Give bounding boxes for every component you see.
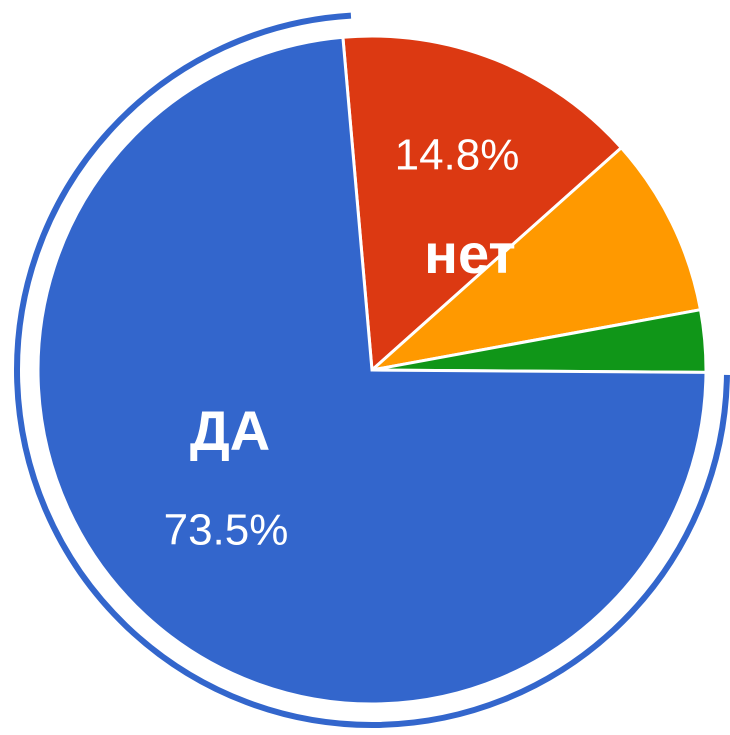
value-label: 14.8% — [395, 131, 520, 180]
pie-slice — [36, 35, 708, 706]
slice-label: нет — [424, 222, 516, 285]
slice-label: ДА — [190, 399, 270, 462]
value-label: 73.5% — [164, 506, 289, 555]
pie-slice — [341, 34, 624, 374]
pie-slice — [367, 145, 703, 373]
selection-ring — [14, 12, 730, 728]
